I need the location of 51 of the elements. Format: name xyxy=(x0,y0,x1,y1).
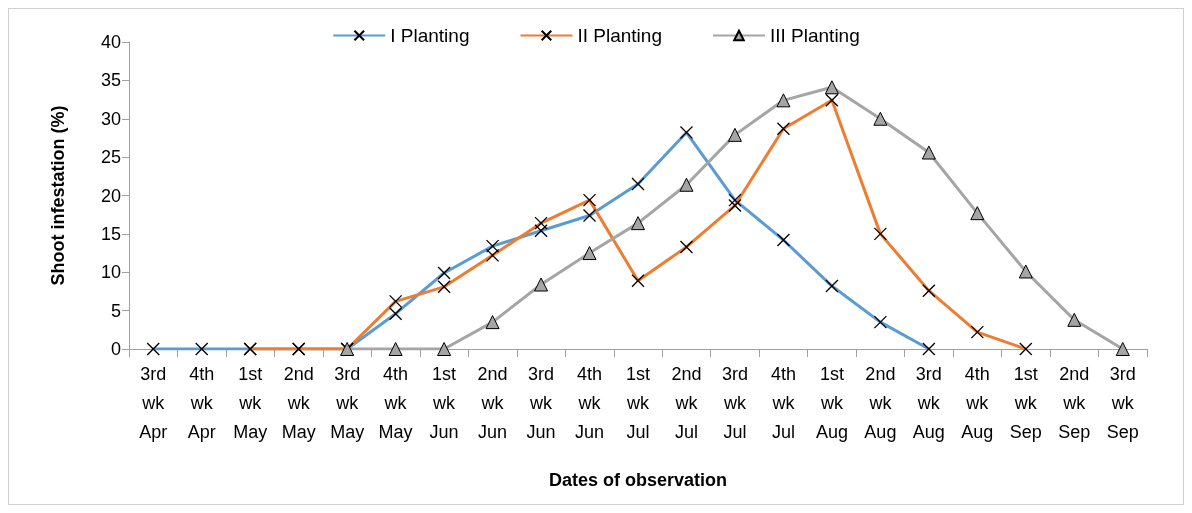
x-axis-title: Dates of observation xyxy=(548,470,728,490)
y-tick-label: 35 xyxy=(100,70,121,91)
point xyxy=(388,342,403,356)
point xyxy=(921,145,936,160)
x-tick-label: 1st wk Jun xyxy=(429,363,459,442)
x-tick-label: 3rd wk Jun xyxy=(526,363,556,442)
x-tick-label: 3rd wk Aug xyxy=(912,363,945,442)
point xyxy=(970,206,985,221)
x-tick-label: 1st wk Aug xyxy=(815,363,848,442)
x-tick-label: 2nd wk May xyxy=(281,363,316,442)
legend-label: III Planting xyxy=(769,25,860,46)
x-tick-label: 4th wk Jun xyxy=(575,363,605,442)
point xyxy=(776,93,791,108)
point xyxy=(873,111,888,126)
x-tick-label: 3rd wk Sep xyxy=(1106,363,1139,442)
x-tick-label: 4th wk Apr xyxy=(187,363,216,442)
y-tick-label: 0 xyxy=(110,339,121,359)
x-tick-label: 2nd wk Aug xyxy=(864,363,897,442)
x-tick-label: 1st wk Sep xyxy=(1009,363,1042,442)
x-tick-label: 4th wk Jul xyxy=(770,363,796,442)
x-tick-label: 2nd wk Sep xyxy=(1058,363,1091,442)
point xyxy=(727,127,742,142)
point xyxy=(824,80,839,95)
point xyxy=(1067,312,1082,327)
legend-label: I Planting xyxy=(390,25,470,46)
y-tick-label: 15 xyxy=(100,223,121,244)
x-tick-label: 1st wk Jul xyxy=(625,363,651,442)
point xyxy=(631,216,645,231)
point xyxy=(1115,342,1130,356)
point xyxy=(437,342,452,356)
x-tick-label: 3rd wk Apr xyxy=(139,363,168,442)
x-tick-label: 3rd wk Jul xyxy=(721,363,748,442)
y-tick-label: 20 xyxy=(100,185,121,206)
x-tick-label: 2nd wk Jul xyxy=(671,363,702,442)
x-tick-label: 1st wk May xyxy=(233,363,268,442)
legend-label: II Planting xyxy=(577,25,662,46)
y-tick-label: 10 xyxy=(100,262,121,283)
x-tick-label: 4th wk Aug xyxy=(961,363,994,442)
y-tick-label: 30 xyxy=(100,108,121,129)
point xyxy=(485,315,500,330)
y-tick-label: 5 xyxy=(110,300,121,321)
y-tick-label: 40 xyxy=(100,32,121,52)
point xyxy=(1018,264,1033,279)
y-tick-label: 25 xyxy=(100,147,121,168)
point xyxy=(534,277,549,292)
x-tick-label: 3rd wk May xyxy=(330,363,365,442)
y-axis-title: Shoot infestation (%) xyxy=(48,105,68,286)
x-tick-label: 2nd wk Jun xyxy=(477,363,508,442)
x-tick-label: 4th wk May xyxy=(378,363,413,442)
point xyxy=(582,246,597,261)
point xyxy=(679,177,694,192)
